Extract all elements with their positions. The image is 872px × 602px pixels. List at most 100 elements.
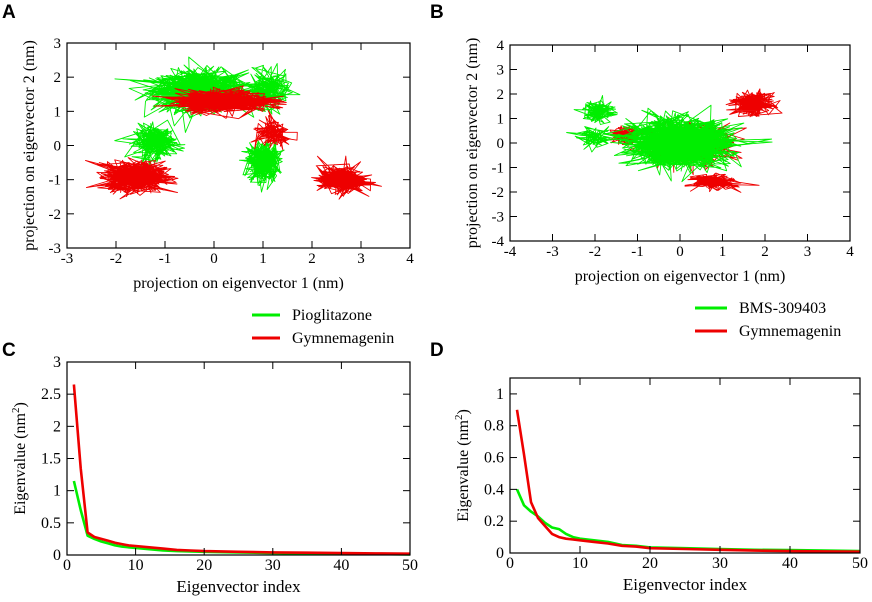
plot-area	[85, 56, 382, 200]
x-tick-label: 20	[642, 555, 658, 572]
panel-letter: A	[2, 2, 16, 23]
series-bms-309403	[566, 95, 773, 183]
y-tick-label: 1.5	[41, 451, 61, 468]
y-tick-label: 0.8	[484, 418, 504, 435]
trajectory-cluster	[238, 137, 285, 193]
x-tick-label: -3	[61, 251, 74, 267]
legend-b: BMS-309403 Gymnemagenin	[695, 300, 841, 340]
plot-frame	[509, 377, 861, 554]
y-tick-label: 0.6	[484, 450, 504, 467]
y-tick-label: 2	[497, 87, 505, 103]
legend-label: Gymnemagenin	[739, 323, 841, 340]
y-tick-label: -3	[492, 210, 505, 226]
series-gymnemagenin	[515, 409, 861, 553]
series-gymnemagenin	[72, 384, 411, 555]
y-axis-label-main: Eigenvalue (nm	[455, 419, 472, 521]
x-tick-label: 40	[782, 555, 798, 572]
x-tick-label: -4	[504, 244, 517, 260]
series-gymnemagenin	[85, 85, 382, 200]
chart-panel-d: 0 10 20 30 40 50 0 0.2 0.4 0.6 0.8 1 Eigenvector ind…	[453, 377, 868, 594]
x-tick-label: 0	[676, 244, 684, 260]
trajectory-cluster	[250, 109, 298, 151]
trajectory-cluster	[85, 157, 179, 200]
x-axis-label: projection on eigenvector 1 (nm)	[575, 268, 786, 285]
y-axis-label: Eigenvalue (nm2)	[10, 402, 29, 515]
x-axis-label: Eigenvector index	[176, 577, 301, 596]
y-tick-label: 0	[54, 139, 62, 155]
x-tick-label: 50	[402, 557, 418, 574]
trajectory-cluster	[684, 172, 760, 193]
x-tick-label: -1	[631, 244, 644, 260]
trajectory-cluster	[602, 104, 773, 183]
chart-panel-c: 0 10 20 30 40 50 0 0.5 1 1.5 2 2.5 3 Eigenvector inde…	[10, 354, 418, 596]
legend-label: BMS-309403	[739, 300, 826, 317]
x-tick-label: 50	[852, 555, 868, 572]
x-tick-label: 4	[406, 251, 414, 267]
panel-letter: B	[430, 2, 444, 23]
x-axis-label: Eigenvector index	[623, 575, 748, 594]
plot-area	[566, 88, 783, 193]
y-tick-label: 2	[53, 418, 61, 435]
x-tick-label: 4	[846, 244, 854, 260]
trajectory-cluster	[311, 155, 382, 200]
series-line	[72, 384, 411, 555]
x-tick-label: 3	[804, 244, 812, 260]
x-tick-label: 1	[719, 244, 727, 260]
legend-label: Pioglitazone	[292, 307, 372, 324]
y-tick-label: -1	[492, 161, 505, 177]
legend-a: Pioglitazone Gymnemagenin	[252, 307, 394, 347]
y-tick-label: 3	[497, 63, 505, 79]
x-tick-label: 20	[196, 557, 212, 574]
x-tick-label: 30	[265, 557, 281, 574]
y-axis-label-close: )	[12, 402, 29, 407]
trajectory-cluster	[725, 88, 783, 118]
trajectory-cluster	[566, 126, 619, 153]
y-axis-label-superscript: 2	[453, 415, 465, 421]
x-tick-label: 30	[712, 555, 728, 572]
y-tick-label: 2.5	[41, 386, 61, 403]
y-tick-label: 0	[53, 547, 61, 564]
trajectory-cluster	[608, 125, 644, 146]
y-axis-label-close: )	[455, 409, 472, 414]
y-axis-label: Eigenvalue (nm2)	[453, 409, 472, 522]
x-tick-label: 10	[128, 557, 144, 574]
x-tick-label: 2	[761, 244, 769, 260]
y-tick-label: -2	[492, 185, 505, 201]
y-axis-label: projection on eigenvector 2 (nm)	[21, 40, 38, 251]
x-tick-label: 40	[333, 557, 349, 574]
x-tick-label: -3	[546, 244, 559, 260]
trajectory-cluster	[114, 119, 186, 170]
x-tick-label: 0	[210, 251, 218, 267]
y-tick-label: 1	[496, 386, 504, 403]
y-tick-label: 3	[53, 354, 61, 371]
y-tick-label: -3	[49, 241, 62, 257]
y-tick-label: 2	[54, 70, 62, 86]
y-tick-label: -2	[49, 207, 62, 223]
y-tick-label: 1	[53, 483, 61, 500]
series-line	[515, 488, 861, 553]
x-tick-label: 3	[357, 251, 365, 267]
trajectory-cluster	[573, 95, 619, 125]
y-tick-label: 0	[496, 545, 504, 562]
y-axis-label-superscript: 2	[10, 408, 22, 414]
y-tick-label: -1	[49, 173, 62, 189]
panel-letter: D	[430, 340, 444, 361]
y-tick-label: 0.4	[484, 481, 504, 498]
x-tick-label: 2	[308, 251, 316, 267]
y-tick-label: 0.2	[484, 513, 504, 530]
plots: -3 -2 -1 0 1 2 3 4 -3 -2 -1 0 1 2 3 projection on eigen…	[10, 36, 868, 596]
x-tick-label: 10	[572, 555, 588, 572]
y-tick-label: 1	[54, 104, 62, 120]
y-tick-label: 3	[54, 36, 62, 52]
y-tick-label: 4	[497, 38, 505, 54]
series-line	[515, 409, 861, 553]
x-tick-label: 0	[506, 555, 514, 572]
x-tick-label: 1	[259, 251, 267, 267]
x-tick-label: -1	[159, 251, 172, 267]
panel-letter: C	[2, 340, 16, 361]
y-tick-label: -4	[492, 234, 505, 250]
x-tick-label: -2	[589, 244, 602, 260]
legend-label: Gymnemagenin	[292, 330, 394, 347]
series-bms-309403	[515, 488, 861, 553]
